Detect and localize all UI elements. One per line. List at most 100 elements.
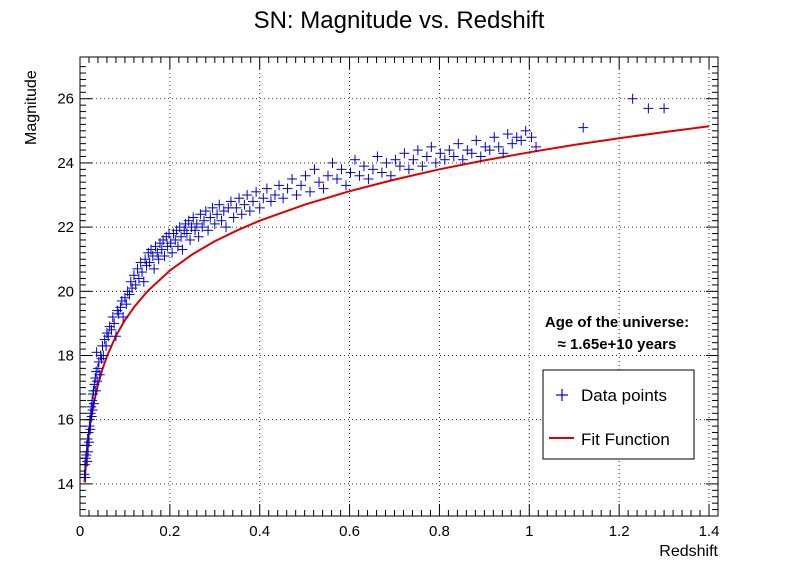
x-tick-label: 0.6: [339, 523, 360, 540]
axis-ticks: 0 0.2 0.4 0.6 0.8 1 1.2 1.4 14 16 18 20 22 24 26: [57, 57, 719, 540]
data-point: [109, 318, 120, 329]
data-point: [228, 212, 239, 223]
data-point: [92, 363, 103, 374]
data-point: [88, 398, 99, 409]
legend-label-fit: Fit Function: [581, 430, 670, 449]
data-point: [399, 148, 410, 159]
data-point: [205, 212, 216, 223]
legend: Data points Fit Function: [542, 369, 695, 460]
data-point: [115, 302, 126, 313]
data-point: [207, 202, 218, 213]
data-point: [170, 234, 181, 245]
data-point: [130, 279, 141, 290]
data-point: [159, 251, 170, 262]
data-point: [291, 190, 302, 201]
data-point: [475, 151, 486, 162]
data-point: [412, 145, 423, 156]
data-point: [282, 183, 293, 194]
data-point: [627, 93, 638, 104]
data-point: [381, 157, 392, 168]
data-points-layer: [79, 93, 670, 483]
data-point: [106, 324, 117, 335]
data-point: [87, 405, 98, 416]
data-point: [327, 157, 338, 168]
data-point: [493, 141, 504, 152]
data-point: [403, 164, 414, 175]
plot-frame: [79, 56, 719, 517]
data-point: [390, 154, 401, 165]
data-point: [197, 222, 208, 233]
data-point: [199, 215, 210, 226]
data-point: [578, 122, 589, 133]
data-point: [439, 154, 450, 165]
data-point: [144, 257, 155, 268]
data-point: [466, 148, 477, 159]
data-point: [193, 231, 204, 242]
data-point: [244, 206, 255, 217]
data-point: [234, 193, 245, 204]
data-point: [345, 167, 356, 178]
y-tick-label: 24: [57, 155, 74, 172]
data-point: [188, 212, 199, 223]
data-point: [471, 135, 482, 146]
y-tick-label: 20: [57, 283, 74, 300]
data-point: [236, 209, 247, 220]
data-point: [444, 145, 455, 156]
legend-marker-data-icon: [556, 389, 568, 401]
data-point: [498, 148, 509, 159]
data-point: [191, 218, 202, 229]
data-point: [98, 350, 109, 361]
y-tick-label: 18: [57, 348, 74, 365]
data-point: [372, 151, 383, 162]
data-point: [287, 173, 298, 184]
data-point: [457, 154, 468, 165]
data-point: [153, 254, 164, 265]
legend-label-data: Data points: [581, 386, 667, 405]
data-point: [231, 202, 242, 213]
grid-lines: [80, 57, 718, 516]
data-point: [376, 167, 387, 178]
data-point: [340, 180, 351, 191]
data-point: [659, 103, 670, 114]
data-point: [121, 299, 132, 310]
data-point: [107, 311, 118, 322]
data-point: [138, 276, 149, 287]
data-point: [83, 437, 94, 448]
annotation-line-2: ≈ 1.65e+10 years: [558, 336, 677, 353]
data-point: [118, 311, 129, 322]
chart-title: SN: Magnitude vs. Redshift: [254, 7, 545, 34]
data-point: [200, 206, 211, 217]
data-point: [92, 376, 103, 387]
data-point: [94, 369, 105, 380]
data-point: [408, 154, 419, 165]
data-point: [185, 234, 196, 245]
data-point: [190, 225, 201, 236]
data-point: [489, 132, 500, 143]
data-point: [453, 138, 464, 149]
data-point: [531, 141, 542, 152]
data-point: [516, 135, 527, 146]
data-point: [269, 190, 280, 201]
data-point: [247, 196, 258, 207]
data-point: [254, 202, 265, 213]
x-tick-label: 0.8: [429, 523, 450, 540]
data-point: [358, 161, 369, 172]
data-point: [448, 151, 459, 162]
data-point: [221, 222, 232, 233]
y-tick-label: 16: [57, 412, 74, 429]
data-point: [225, 196, 236, 207]
data-point: [82, 456, 93, 467]
data-point: [305, 186, 316, 197]
data-point: [417, 161, 428, 172]
data-point: [309, 164, 320, 175]
data-point: [212, 209, 223, 220]
data-point: [216, 215, 227, 226]
x-tick-label: 0: [76, 523, 84, 540]
data-point: [507, 138, 518, 149]
y-tick-label: 14: [57, 476, 74, 493]
data-point: [354, 170, 365, 181]
axes-frame: [79, 56, 719, 517]
data-point: [251, 186, 262, 197]
data-point: [331, 173, 342, 184]
